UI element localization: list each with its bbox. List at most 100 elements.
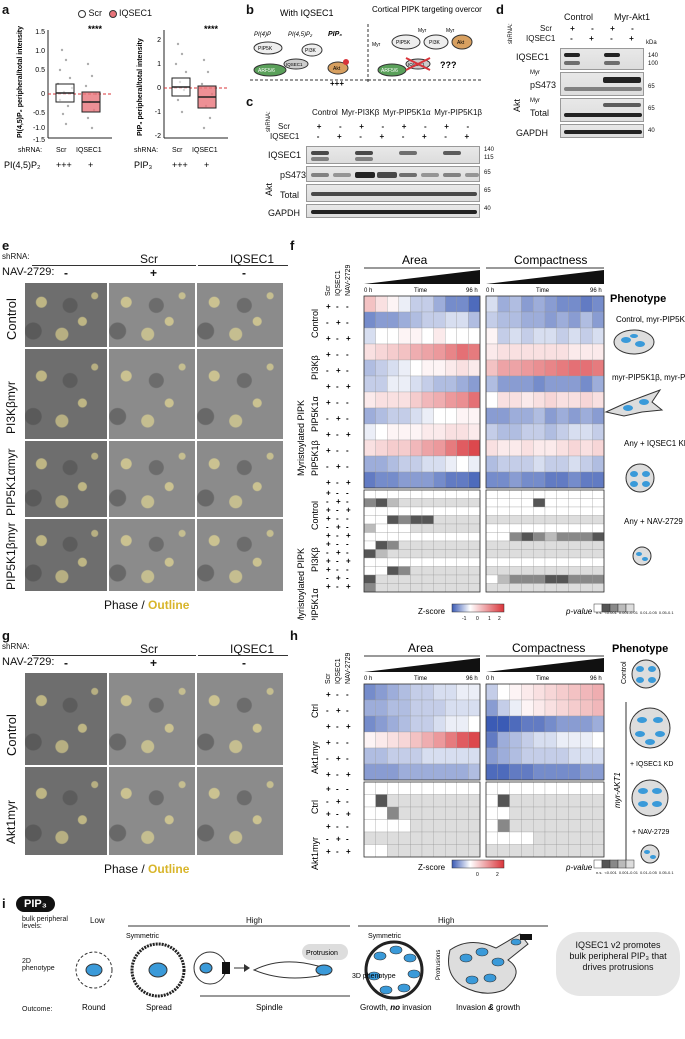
f-compact-cell — [568, 423, 581, 441]
h-compact-cell — [533, 763, 546, 781]
f-compact-cell — [509, 295, 522, 313]
f-pv-compact-cell — [556, 574, 569, 584]
h-compact-cell — [568, 699, 581, 717]
f-pv-area-cell — [445, 515, 457, 525]
e-scr-line — [32, 265, 196, 266]
f-compact-cell — [533, 439, 546, 457]
f-cell-cluster-2 — [604, 388, 664, 417]
f-pv-area-cell — [387, 557, 399, 567]
f-top-sign: - — [346, 366, 349, 375]
f-pv-area-cell — [363, 506, 376, 516]
g-iq-line — [198, 655, 288, 656]
f-compact-cell — [521, 391, 534, 409]
f-compact-cell — [533, 327, 546, 345]
f-pv-compact-cell — [568, 549, 581, 559]
f-pv-area-cell — [456, 523, 469, 533]
f-pv-compact-cell — [592, 489, 605, 499]
d-kda-gapdh: 40 — [648, 128, 655, 134]
panel-label-c: c — [246, 94, 254, 109]
f-bot-sign: - — [346, 523, 349, 532]
h-compact-title: Compactness — [512, 641, 585, 655]
f-pv-area-cell — [410, 515, 423, 525]
f-bot-sign: - — [336, 557, 339, 566]
e-row-pip5k1a: PIP5K1αmyr — [4, 448, 18, 516]
h-compact-cell — [544, 747, 557, 765]
f-compact-cell — [485, 311, 498, 329]
f-pv-compact-cell — [497, 557, 510, 567]
g-img-control-iq — [196, 672, 284, 766]
f-area-cell — [456, 455, 469, 473]
g-img-akt-iq — [196, 766, 284, 856]
f-pv-area-cell — [456, 540, 469, 550]
f-pv-compact-cell — [556, 489, 569, 499]
f-pv-compact-cell — [509, 489, 522, 499]
f-pv-compact-cell — [533, 540, 546, 550]
h-pv-compact-cell — [521, 819, 534, 833]
h-compact-cell — [509, 683, 522, 701]
h-pv-compact-cell — [521, 831, 534, 845]
f-pv-area-cell — [398, 532, 411, 542]
h-pticks: n.s. <0.001 0.001-0.01 0.01-0.05 0.05-0.1 — [596, 870, 674, 875]
f-compact-cell — [485, 423, 498, 441]
svg-text:+++: +++ — [330, 79, 344, 88]
f-top-sign: - — [346, 462, 349, 471]
f-compact-cell — [592, 311, 605, 329]
f-bot-sign: - — [346, 497, 349, 506]
i-low: Low — [90, 916, 105, 925]
h-pv-area-cell — [363, 781, 376, 795]
d-shrna: shRNA: — [508, 23, 514, 44]
f-area-cell — [456, 359, 469, 377]
svg-text:96 h: 96 h — [466, 288, 478, 294]
h-pv-area-cell — [410, 794, 423, 808]
svg-text:-1.5: -1.5 — [33, 137, 45, 144]
f-compact-cell — [533, 471, 546, 489]
h-compact-cell — [497, 683, 510, 701]
f-compact-cell — [497, 471, 510, 489]
c-kda-ps473: 65 — [484, 170, 491, 176]
f-area-cell — [398, 311, 411, 329]
f-pv-area-cell — [375, 523, 388, 533]
h-pv-compact-cell — [533, 831, 546, 845]
h-pv-compact-cell — [485, 794, 498, 808]
f-compact-cell — [509, 375, 522, 393]
f-pv-compact-cell — [556, 557, 569, 567]
h-compact-cell — [580, 683, 593, 701]
h-compact-cell — [497, 715, 510, 733]
e-row-pi3k: PI3Kβmyr — [4, 381, 18, 434]
h-compact-cell — [568, 715, 581, 733]
f-pv-area-cell — [468, 515, 481, 525]
f-top-sign: - — [346, 302, 349, 311]
f-pv-area-cell — [398, 557, 411, 567]
h-pv-area-cell — [468, 819, 481, 833]
f-compact-cell — [580, 359, 593, 377]
h-compact-cell — [509, 747, 522, 765]
f-pv-compact-cell — [568, 566, 581, 576]
f-top-sign: + — [326, 398, 331, 407]
f-pv-area-cell — [375, 540, 388, 550]
f-top-sign: - — [326, 414, 329, 423]
svg-text:-1: -1 — [155, 109, 161, 116]
svg-text:2: 2 — [498, 616, 501, 620]
f-top-sign: - — [336, 430, 339, 439]
f-area-cell — [421, 359, 434, 377]
h-pv-compact-cell — [485, 781, 498, 795]
f-area-cell — [421, 375, 434, 393]
f-compact-cell — [592, 343, 605, 361]
h-pv-area-cell — [445, 781, 457, 795]
h-area-cell — [421, 731, 434, 749]
f-area-cell — [410, 375, 423, 393]
f-pv-area-cell — [468, 574, 481, 584]
f-compact-cell — [533, 311, 546, 329]
f-pscale — [593, 603, 635, 613]
h-pv-compact-cell — [556, 819, 569, 833]
f-pv-compact-cell — [533, 506, 546, 516]
svg-text:PI(4)P: PI(4)P — [254, 32, 271, 38]
f-cell-cluster-1 — [613, 329, 655, 355]
plot-pip2 — [47, 30, 112, 139]
f-pv-area-cell — [398, 574, 411, 584]
f-pv-area-cell — [410, 506, 423, 516]
f-pv-area-cell — [410, 566, 423, 576]
h-compact-cell — [509, 763, 522, 781]
f-pv-compact-cell — [521, 566, 534, 576]
f-area-cell — [456, 295, 469, 313]
